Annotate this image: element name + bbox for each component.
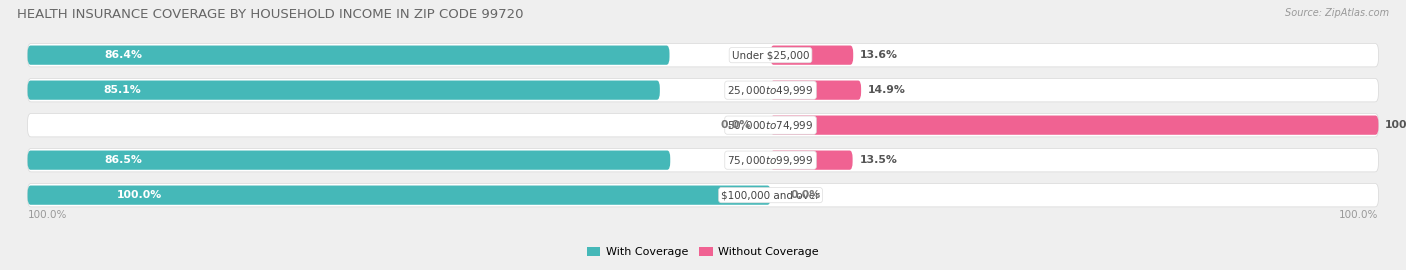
FancyBboxPatch shape bbox=[770, 151, 852, 170]
Text: 0.0%: 0.0% bbox=[720, 120, 751, 130]
FancyBboxPatch shape bbox=[28, 43, 1378, 67]
FancyBboxPatch shape bbox=[770, 46, 853, 65]
Text: 86.5%: 86.5% bbox=[104, 155, 142, 165]
FancyBboxPatch shape bbox=[28, 113, 1378, 137]
FancyBboxPatch shape bbox=[28, 148, 1378, 172]
Text: 13.6%: 13.6% bbox=[860, 50, 898, 60]
FancyBboxPatch shape bbox=[28, 183, 1378, 207]
FancyBboxPatch shape bbox=[28, 185, 770, 205]
Text: 100.0%: 100.0% bbox=[1385, 120, 1406, 130]
Text: $25,000 to $49,999: $25,000 to $49,999 bbox=[727, 84, 814, 97]
Text: $100,000 and over: $100,000 and over bbox=[721, 190, 820, 200]
FancyBboxPatch shape bbox=[28, 151, 671, 170]
FancyBboxPatch shape bbox=[770, 116, 1378, 135]
Text: 100.0%: 100.0% bbox=[28, 210, 67, 220]
Text: 86.4%: 86.4% bbox=[104, 50, 142, 60]
Text: 100.0%: 100.0% bbox=[117, 190, 162, 200]
Text: Source: ZipAtlas.com: Source: ZipAtlas.com bbox=[1285, 8, 1389, 18]
Text: HEALTH INSURANCE COVERAGE BY HOUSEHOLD INCOME IN ZIP CODE 99720: HEALTH INSURANCE COVERAGE BY HOUSEHOLD I… bbox=[17, 8, 523, 21]
Text: 0.0%: 0.0% bbox=[790, 190, 821, 200]
Text: Under $25,000: Under $25,000 bbox=[731, 50, 810, 60]
Text: 13.5%: 13.5% bbox=[859, 155, 897, 165]
Text: $50,000 to $74,999: $50,000 to $74,999 bbox=[727, 119, 814, 132]
FancyBboxPatch shape bbox=[28, 78, 1378, 102]
FancyBboxPatch shape bbox=[28, 80, 659, 100]
FancyBboxPatch shape bbox=[28, 46, 669, 65]
Text: $75,000 to $99,999: $75,000 to $99,999 bbox=[727, 154, 814, 167]
Legend: With Coverage, Without Coverage: With Coverage, Without Coverage bbox=[588, 247, 818, 257]
Text: 14.9%: 14.9% bbox=[868, 85, 905, 95]
FancyBboxPatch shape bbox=[770, 80, 860, 100]
Text: 100.0%: 100.0% bbox=[1339, 210, 1378, 220]
Text: 85.1%: 85.1% bbox=[104, 85, 141, 95]
